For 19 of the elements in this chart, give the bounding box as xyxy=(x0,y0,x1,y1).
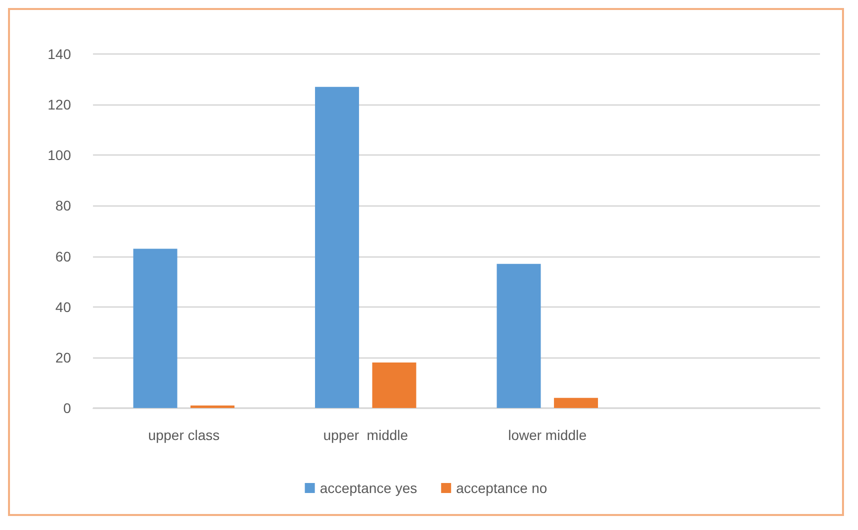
y-tick-label: 40 xyxy=(55,298,72,315)
x-tick-label: lower middle xyxy=(508,427,587,443)
bar xyxy=(372,362,416,408)
x-tick-label: upper middle xyxy=(323,427,408,443)
y-tick-label: 60 xyxy=(55,248,72,264)
bar xyxy=(315,86,360,408)
x-tick-label: upper class xyxy=(148,427,220,443)
bar xyxy=(496,264,541,408)
bar xyxy=(133,248,178,408)
legend-label: acceptance no xyxy=(456,480,548,496)
bar xyxy=(190,405,234,408)
bar xyxy=(554,398,598,408)
y-tick-label: 20 xyxy=(55,349,72,366)
legend-label: acceptance yes xyxy=(320,480,418,496)
y-tick-label: 0 xyxy=(63,400,72,416)
y-tick-label: 80 xyxy=(55,198,72,214)
y-tick-label: 120 xyxy=(48,96,72,113)
y-tick-label: 140 xyxy=(48,46,72,62)
y-tick-label: 100 xyxy=(48,147,72,164)
